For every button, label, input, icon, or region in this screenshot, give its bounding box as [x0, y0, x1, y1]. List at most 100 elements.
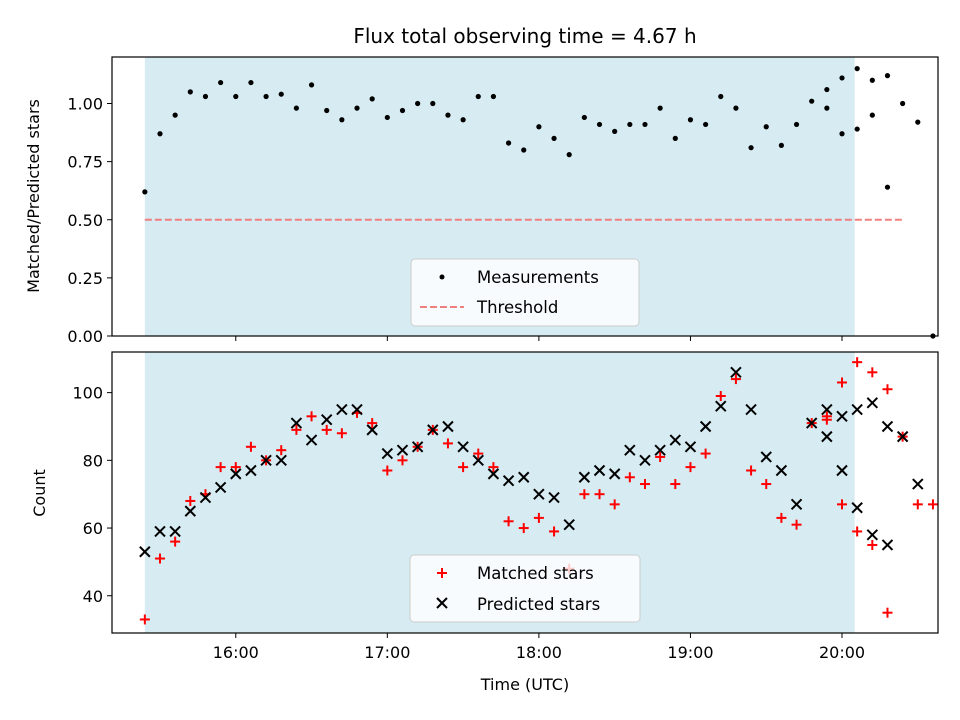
- bottom-axes-frame: [111, 351, 939, 634]
- top-chart-title: Flux total observing time = 4.67 h: [353, 24, 696, 48]
- top-panel: Flux total observing time = 4.67 h 0.00 0…: [24, 24, 939, 346]
- matched-star-point: [837, 377, 848, 388]
- bottom-panel: 40 60 80 100 16:00 17:00 18:00 19:00 20:00 Coun…: [30, 351, 939, 694]
- measurement-point: [642, 121, 648, 128]
- measurement-point: [324, 107, 330, 114]
- matched-star-point: [927, 499, 938, 510]
- predicted-star-point: [214, 481, 227, 494]
- bottom-count-points: [139, 357, 938, 625]
- measurement-point: [263, 93, 269, 100]
- measurement-point: [460, 117, 466, 123]
- y-tick-label: 0.75: [67, 153, 103, 172]
- predicted-star-point: [821, 430, 833, 443]
- measurement-point: [915, 119, 921, 125]
- predicted-star-point: [351, 403, 363, 416]
- measurement-point: [445, 112, 451, 118]
- matched-star-point: [533, 512, 544, 523]
- predicted-star-point: [881, 539, 894, 551]
- matched-star-point: [458, 462, 469, 473]
- top-legend: Measurements Threshold: [410, 258, 640, 327]
- matched-star-point: [488, 462, 499, 473]
- measurement-point: [172, 112, 178, 118]
- matched-star-point: [852, 526, 863, 537]
- measurement-point: [339, 117, 345, 123]
- predicted-star-point: [336, 403, 348, 416]
- predicted-star-point: [396, 444, 409, 456]
- matched-star-point: [609, 499, 620, 510]
- measurement-point: [733, 105, 739, 111]
- measurement-point: [551, 135, 557, 141]
- matched-star-point: [397, 455, 408, 466]
- matched-star-point: [245, 441, 256, 452]
- predicted-star-point: [624, 444, 636, 456]
- predicted-star-point: [533, 488, 545, 500]
- matched-star-point: [685, 462, 696, 473]
- x-tick-label: 17:00: [364, 643, 410, 662]
- predicted-star-point: [912, 478, 924, 490]
- matched-star-point: [594, 489, 605, 500]
- bottom-legend-predicted-label: Predicted stars: [477, 595, 600, 614]
- measurement-point: [293, 105, 299, 111]
- predicted-star-point: [836, 464, 848, 477]
- measurement-point: [490, 93, 497, 100]
- y-tick-label: 40: [83, 587, 103, 606]
- predicted-star-point: [169, 525, 181, 538]
- matched-star-point: [821, 414, 832, 425]
- matched-star-point: [579, 489, 590, 500]
- predicted-star-point: [548, 491, 560, 504]
- bottom-legend-matched-label: Matched stars: [477, 564, 594, 583]
- matched-star-point: [852, 357, 863, 368]
- measurement-point: [778, 142, 784, 148]
- measurement-point: [748, 145, 754, 151]
- matched-star-point: [442, 438, 453, 449]
- measurement-point: [536, 124, 542, 130]
- predicted-star-point: [518, 471, 530, 483]
- predicted-star-point: [684, 441, 697, 453]
- bottom-x-axis-label: Time (UTC): [480, 675, 569, 694]
- predicted-star-point: [851, 403, 863, 416]
- predicted-star-point: [487, 468, 500, 480]
- predicted-star-point: [760, 451, 772, 463]
- measurement-point: [596, 121, 603, 128]
- matched-star-point: [837, 499, 848, 510]
- measurement-point: [703, 121, 709, 128]
- measurement-point: [248, 79, 254, 86]
- matched-star-point: [791, 519, 802, 530]
- predicted-star-point: [457, 441, 469, 453]
- top-axes-frame: [111, 56, 939, 337]
- matched-star-point: [746, 465, 757, 476]
- predicted-star-point: [805, 417, 818, 429]
- bottom-legend-box: [409, 554, 641, 623]
- predicted-star-point: [578, 471, 591, 483]
- predicted-star-point: [366, 424, 378, 436]
- measurement-point: [824, 86, 830, 93]
- predicted-star-point: [821, 403, 833, 416]
- predicted-star-point: [275, 454, 287, 467]
- top-legend-threshold-label: Threshold: [476, 298, 558, 317]
- matched-star-point: [518, 523, 529, 534]
- measurement-point: [627, 121, 633, 128]
- predicted-star-point: [866, 397, 879, 409]
- y-tick-label: 60: [83, 519, 103, 538]
- y-tick-label: 0.00: [67, 327, 103, 346]
- predicted-star-point: [245, 464, 257, 477]
- predicted-star-point: [715, 400, 727, 412]
- matched-star-point: [639, 479, 650, 490]
- measurement-point: [869, 77, 875, 83]
- matched-star-point: [215, 462, 226, 473]
- measurement-point: [566, 152, 572, 158]
- measurement-point: [384, 114, 390, 121]
- bottom-legend-predicted-marker: [436, 597, 448, 609]
- matched-star-point: [503, 516, 514, 527]
- predicted-star-point: [639, 454, 651, 467]
- measurement-point: [793, 121, 800, 128]
- matched-star-point: [882, 607, 893, 618]
- measurement-point: [900, 100, 906, 107]
- top-legend-box: [410, 258, 640, 327]
- measurement-point: [354, 105, 360, 111]
- measurement-point: [415, 100, 421, 107]
- matched-star-point: [549, 526, 560, 537]
- matched-star-point: [154, 553, 165, 564]
- measurement-point: [505, 140, 512, 146]
- predicted-star-point: [290, 417, 303, 429]
